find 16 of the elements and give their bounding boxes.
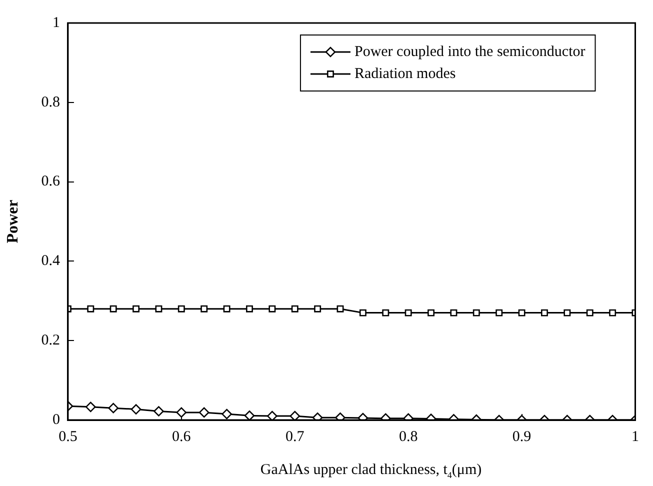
y-tick-label: 0 (52, 412, 60, 428)
y-tick-label: 1 (52, 14, 60, 31)
y-tick-label: 0.6 (41, 174, 60, 190)
x-tick-label: 0.6 (172, 428, 192, 445)
x-tick-label: 0.9 (512, 428, 532, 445)
x-axis-title: GaAlAs upper clad thickness, t$_{4}$(μm) (259, 462, 483, 480)
y-tick-label: 0.8 (41, 94, 60, 110)
x-tick-label: 1 (632, 428, 639, 445)
x-tick-label: 0.7 (285, 428, 305, 445)
legend-label: Power coupled into the semiconductor (354, 44, 586, 60)
legend-label: Radiation modes (354, 66, 456, 82)
x-tick-label: 0.5 (58, 428, 78, 445)
y-tick-label: 0.2 (41, 332, 60, 349)
y-tick-label: 0.4 (41, 253, 60, 270)
x-tick-label: 0.8 (398, 428, 418, 445)
y-axis-title: Power (4, 200, 22, 244)
